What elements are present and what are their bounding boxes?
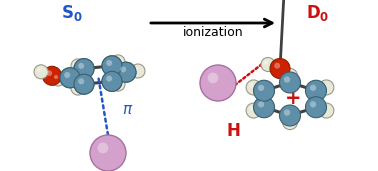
Circle shape	[310, 85, 316, 91]
Circle shape	[64, 72, 70, 78]
Circle shape	[64, 72, 70, 78]
Circle shape	[282, 68, 297, 83]
Circle shape	[322, 106, 327, 111]
Circle shape	[37, 68, 41, 72]
Circle shape	[74, 59, 94, 79]
Circle shape	[74, 62, 78, 66]
Circle shape	[305, 97, 327, 118]
Circle shape	[90, 135, 126, 171]
Circle shape	[98, 143, 108, 153]
Circle shape	[114, 80, 118, 84]
Circle shape	[258, 85, 264, 91]
Circle shape	[319, 80, 334, 95]
Circle shape	[322, 83, 327, 88]
Circle shape	[74, 74, 94, 94]
Text: H: H	[226, 122, 240, 140]
Circle shape	[264, 60, 268, 65]
Circle shape	[249, 106, 254, 111]
Circle shape	[111, 77, 125, 91]
Circle shape	[60, 68, 80, 88]
Circle shape	[286, 118, 290, 122]
Circle shape	[102, 56, 122, 76]
Circle shape	[71, 81, 85, 95]
Circle shape	[246, 103, 261, 118]
Circle shape	[208, 73, 218, 83]
Circle shape	[319, 103, 334, 118]
Circle shape	[131, 64, 145, 78]
Circle shape	[78, 63, 84, 69]
Circle shape	[120, 66, 126, 72]
Circle shape	[54, 75, 58, 79]
Circle shape	[279, 105, 301, 126]
Circle shape	[34, 65, 48, 79]
Circle shape	[116, 62, 136, 82]
Circle shape	[286, 71, 290, 76]
Circle shape	[246, 80, 261, 95]
Circle shape	[60, 68, 80, 88]
Circle shape	[120, 66, 126, 72]
Text: $\mathbf{S_0}$: $\mathbf{S_0}$	[61, 3, 83, 23]
Circle shape	[78, 78, 84, 84]
Circle shape	[274, 63, 280, 69]
Circle shape	[254, 80, 274, 101]
Circle shape	[106, 76, 112, 82]
Circle shape	[249, 83, 254, 88]
Circle shape	[134, 67, 138, 71]
Circle shape	[310, 101, 316, 107]
Circle shape	[71, 59, 85, 73]
Circle shape	[116, 62, 136, 82]
Circle shape	[282, 115, 297, 130]
Circle shape	[305, 80, 327, 101]
Circle shape	[114, 58, 118, 62]
Circle shape	[74, 59, 94, 79]
Text: $\mathbf{D_0}$: $\mathbf{D_0}$	[306, 3, 330, 23]
Circle shape	[284, 76, 290, 83]
Circle shape	[111, 55, 125, 69]
Circle shape	[78, 63, 84, 69]
Circle shape	[284, 109, 290, 116]
Circle shape	[74, 74, 94, 94]
Circle shape	[258, 101, 264, 107]
Circle shape	[106, 76, 112, 82]
Circle shape	[78, 78, 84, 84]
Circle shape	[200, 65, 236, 101]
Circle shape	[270, 58, 290, 78]
Circle shape	[102, 71, 122, 91]
Text: +: +	[285, 89, 301, 109]
Circle shape	[42, 66, 62, 85]
Text: ionization: ionization	[183, 27, 243, 40]
Circle shape	[102, 56, 122, 76]
Circle shape	[261, 57, 275, 71]
Circle shape	[106, 60, 112, 66]
Circle shape	[51, 72, 65, 86]
Circle shape	[106, 60, 112, 66]
Circle shape	[74, 84, 78, 88]
Circle shape	[254, 97, 274, 118]
Circle shape	[279, 72, 301, 93]
Text: $\pi$: $\pi$	[122, 102, 133, 116]
Circle shape	[102, 71, 122, 91]
Circle shape	[46, 70, 52, 76]
